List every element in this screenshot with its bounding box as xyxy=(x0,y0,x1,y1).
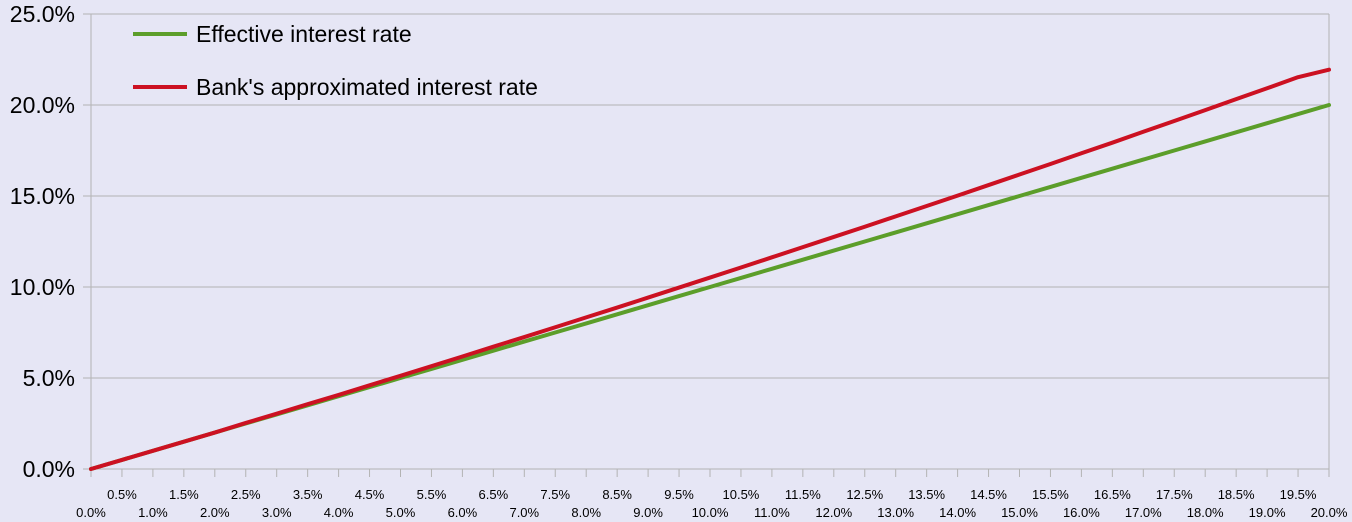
x-tick-label: 3.5% xyxy=(293,487,323,502)
x-tick-label: 16.5% xyxy=(1094,487,1131,502)
legend-label-2: Bank's approximated interest rate xyxy=(196,74,538,100)
x-tick-label: 9.5% xyxy=(664,487,694,502)
x-tick-label: 5.0% xyxy=(386,505,416,520)
x-tick-label: 0.0% xyxy=(76,505,106,520)
x-tick-label: 14.5% xyxy=(970,487,1007,502)
y-tick-label: 5.0% xyxy=(23,365,75,391)
x-tick-label: 20.0% xyxy=(1311,505,1348,520)
axes: 0.0%5.0%10.0%15.0%20.0%25.0%0.0%0.5%1.0%… xyxy=(10,1,1348,520)
x-tick-label: 3.0% xyxy=(262,505,292,520)
x-tick-label: 12.5% xyxy=(846,487,883,502)
y-tick-label: 20.0% xyxy=(10,92,75,118)
x-tick-label: 18.0% xyxy=(1187,505,1224,520)
series-line-2 xyxy=(89,67,1331,471)
x-tick-label: 13.0% xyxy=(877,505,914,520)
x-tick-label: 19.5% xyxy=(1280,487,1317,502)
x-tick-label: 7.0% xyxy=(509,505,539,520)
x-tick-label: 8.0% xyxy=(571,505,601,520)
x-tick-label: 19.0% xyxy=(1249,505,1286,520)
x-tick-label: 9.0% xyxy=(633,505,663,520)
x-tick-label: 0.5% xyxy=(107,487,137,502)
x-tick-label: 5.5% xyxy=(417,487,447,502)
x-tick-label: 11.5% xyxy=(785,487,821,502)
x-tick-label: 6.0% xyxy=(448,505,478,520)
x-tick-label: 15.0% xyxy=(1001,505,1038,520)
y-tick-label: 15.0% xyxy=(10,183,75,209)
x-tick-label: 14.0% xyxy=(939,505,976,520)
x-tick-label: 11.0% xyxy=(754,505,790,520)
x-tick-label: 13.5% xyxy=(908,487,945,502)
x-tick-label: 7.5% xyxy=(540,487,570,502)
x-tick-label: 1.0% xyxy=(138,505,168,520)
x-tick-label: 18.5% xyxy=(1218,487,1255,502)
x-tick-label: 2.5% xyxy=(231,487,261,502)
x-tick-label: 1.5% xyxy=(169,487,199,502)
y-tick-label: 10.0% xyxy=(10,274,75,300)
x-tick-label: 8.5% xyxy=(602,487,632,502)
series-lines xyxy=(89,67,1331,471)
y-tick-label: 25.0% xyxy=(10,1,75,27)
x-tick-label: 12.0% xyxy=(815,505,852,520)
x-tick-label: 16.0% xyxy=(1063,505,1100,520)
x-tick-label: 4.0% xyxy=(324,505,354,520)
y-tick-label: 0.0% xyxy=(23,456,75,482)
x-tick-label: 2.0% xyxy=(200,505,230,520)
x-tick-label: 15.5% xyxy=(1032,487,1069,502)
x-tick-label: 10.5% xyxy=(723,487,760,502)
x-tick-label: 4.5% xyxy=(355,487,385,502)
x-tick-label: 10.0% xyxy=(692,505,729,520)
x-tick-label: 6.5% xyxy=(479,487,509,502)
legend: Effective interest rate Bank's approximat… xyxy=(133,21,538,100)
x-tick-label: 17.5% xyxy=(1156,487,1193,502)
x-tick-label: 17.0% xyxy=(1125,505,1162,520)
legend-label-1: Effective interest rate xyxy=(196,21,412,47)
